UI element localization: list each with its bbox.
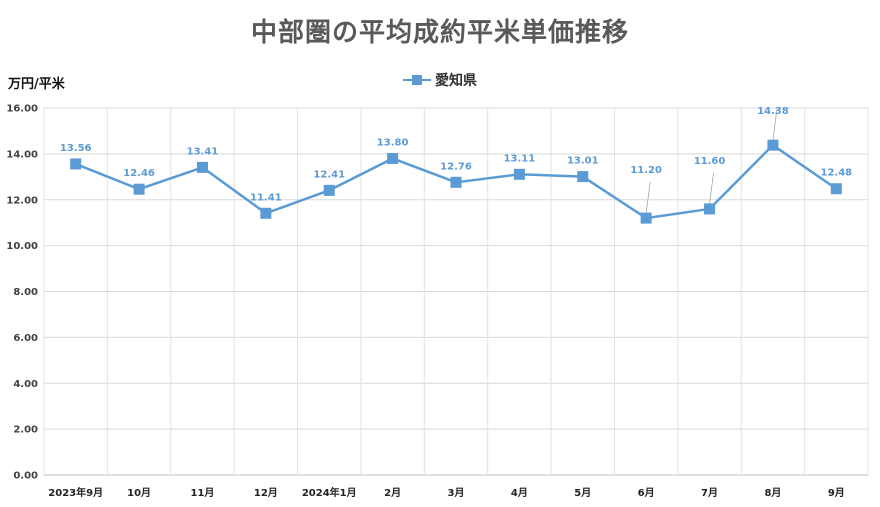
- y-tick-label: 2.00: [13, 425, 38, 436]
- x-tick-label: 10月: [127, 487, 151, 499]
- x-tick-label: 11月: [191, 487, 215, 499]
- x-tick-label: 2月: [384, 487, 401, 499]
- data-label: 13.11: [504, 153, 536, 164]
- legend-series-marker: [403, 73, 431, 87]
- data-point: [260, 207, 272, 219]
- data-label: 11.60: [694, 156, 726, 167]
- data-label: 13.56: [60, 143, 92, 154]
- x-tick-label: 3月: [448, 487, 465, 499]
- data-point: [196, 161, 208, 173]
- y-tick-label: 10.00: [6, 241, 38, 252]
- data-point: [133, 183, 145, 195]
- x-tick-label: 7月: [701, 487, 718, 499]
- x-tick-label: 2023年9月: [48, 486, 103, 499]
- data-label: 13.80: [377, 137, 409, 148]
- data-label: 14.38: [757, 106, 789, 117]
- x-tick-label: 5月: [574, 487, 591, 499]
- data-label: 12.46: [123, 168, 155, 179]
- data-point: [577, 171, 589, 183]
- x-tick-label: 4月: [511, 487, 528, 499]
- data-point: [387, 152, 399, 164]
- data-point: [323, 184, 335, 196]
- data-point: [70, 158, 82, 170]
- data-label-leader: [709, 172, 714, 204]
- y-tick-label: 8.00: [13, 287, 38, 298]
- data-label-leader: [772, 109, 778, 141]
- y-tick-label: 12.00: [6, 195, 38, 206]
- chart-title: 中部圏の平均成約平米単価推移: [250, 18, 629, 48]
- data-point: [704, 203, 716, 215]
- data-label-leader: [645, 182, 651, 214]
- data-point: [767, 139, 779, 151]
- y-tick-label: 16.00: [6, 104, 38, 115]
- data-label: 12.41: [313, 169, 345, 180]
- x-tick-label: 2024年1月: [302, 486, 357, 499]
- data-point: [450, 176, 462, 188]
- y-axis-unit-label: 万円/平米: [8, 77, 65, 92]
- x-tick-label: 8月: [764, 487, 781, 499]
- data-label: 13.01: [567, 156, 599, 167]
- data-label: 13.41: [187, 146, 219, 157]
- x-tick-label: 6月: [638, 487, 655, 499]
- data-label: 11.41: [250, 192, 282, 203]
- x-tick-label: 12月: [254, 487, 278, 499]
- data-point: [513, 168, 525, 180]
- y-tick-label: 6.00: [13, 333, 38, 344]
- y-tick-label: 0.00: [13, 471, 38, 482]
- data-point: [640, 212, 652, 224]
- legend: 愛知県: [403, 70, 477, 90]
- data-label: 12.48: [820, 168, 852, 179]
- legend-series-label: 愛知県: [435, 73, 477, 89]
- data-point: [830, 183, 842, 195]
- y-tick-label: 14.00: [6, 149, 38, 160]
- y-tick-label: 4.00: [13, 379, 38, 390]
- x-tick-label: 9月: [828, 487, 845, 499]
- data-label: 12.76: [440, 161, 472, 172]
- data-label: 11.20: [630, 165, 662, 176]
